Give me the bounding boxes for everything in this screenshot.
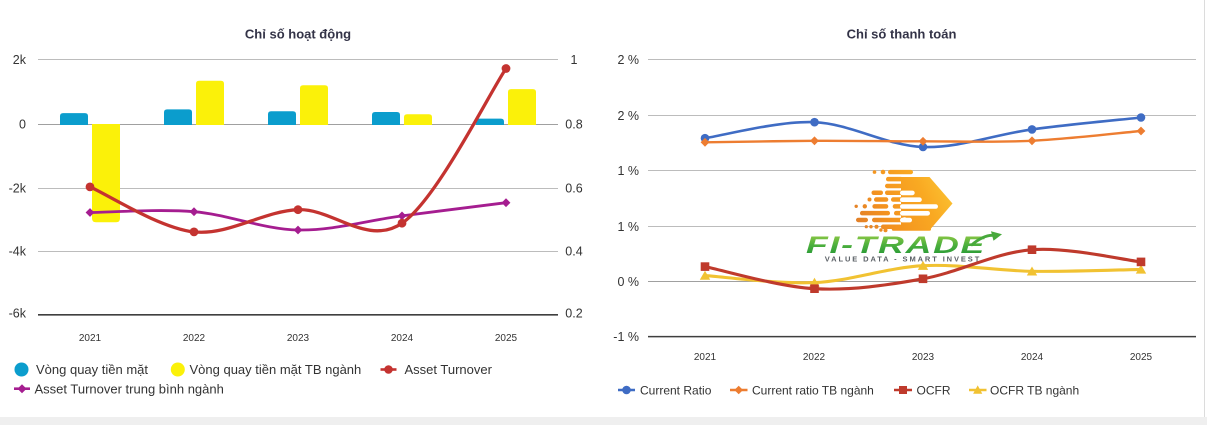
svg-text:VALUE DATA - SMART INVEST: VALUE DATA - SMART INVEST (825, 255, 981, 264)
svg-text:0 %: 0 % (617, 275, 639, 289)
svg-text:2025: 2025 (1130, 352, 1153, 363)
svg-text:Vòng quay tiền mặt TB ngành: Vòng quay tiền mặt TB ngành (190, 362, 362, 377)
svg-text:Asset Turnover: Asset Turnover (405, 362, 493, 377)
svg-text:OCFR: OCFR (917, 384, 951, 398)
svg-text:-1 %: -1 % (613, 330, 639, 344)
svg-text:Vòng quay tiền mặt: Vòng quay tiền mặt (36, 362, 148, 377)
svg-text:2024: 2024 (1021, 352, 1044, 363)
svg-text:0.4: 0.4 (565, 245, 582, 259)
svg-text:OCFR TB ngành: OCFR TB ngành (990, 384, 1079, 398)
svg-text:1 %: 1 % (617, 164, 639, 178)
svg-text:2k: 2k (13, 53, 27, 67)
svg-text:2022: 2022 (803, 352, 826, 363)
svg-text:2024: 2024 (391, 333, 414, 344)
svg-text:0.6: 0.6 (565, 182, 582, 196)
svg-text:1: 1 (571, 53, 578, 67)
svg-text:2021: 2021 (694, 352, 717, 363)
svg-text:FI-TRADE: FI-TRADE (806, 232, 986, 259)
svg-text:2022: 2022 (183, 333, 206, 344)
svg-text:0: 0 (19, 118, 26, 132)
svg-text:0.2: 0.2 (565, 307, 582, 321)
svg-text:2021: 2021 (79, 333, 102, 344)
svg-text:Asset Turnover trung bình ngàn: Asset Turnover trung bình ngành (35, 381, 224, 396)
svg-text:2023: 2023 (912, 352, 935, 363)
svg-text:2025: 2025 (495, 333, 518, 344)
svg-text:Chỉ số hoạt động: Chỉ số hoạt động (245, 27, 351, 42)
svg-text:-2k: -2k (9, 182, 27, 196)
svg-text:0.8: 0.8 (565, 118, 582, 132)
svg-text:2023: 2023 (287, 333, 310, 344)
svg-text:2 %: 2 % (617, 53, 639, 67)
svg-text:Current Ratio: Current Ratio (640, 384, 712, 398)
svg-text:1 %: 1 % (617, 220, 639, 234)
svg-text:Current ratio TB ngành: Current ratio TB ngành (752, 384, 874, 398)
svg-text:2 %: 2 % (617, 109, 639, 123)
svg-text:-4k: -4k (9, 245, 27, 259)
svg-text:-6k: -6k (9, 307, 27, 321)
svg-text:Chỉ số thanh toán: Chỉ số thanh toán (847, 27, 957, 42)
